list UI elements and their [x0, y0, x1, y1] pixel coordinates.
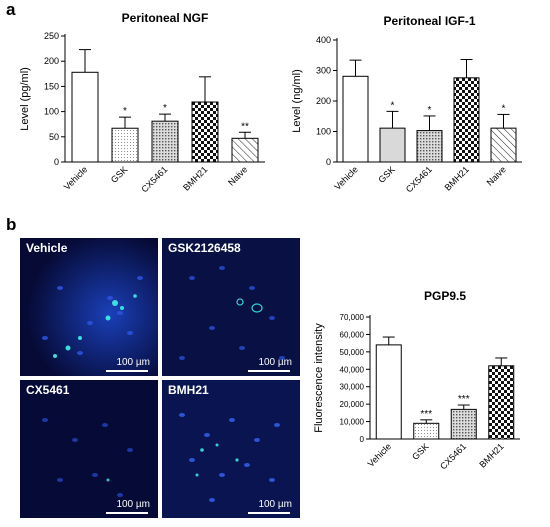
micrograph-cx5461: CX5461 100 µm [20, 380, 158, 518]
y-tick-label: 10,000 [340, 418, 365, 427]
x-tick-label: BMH21 [477, 441, 505, 469]
chart-title: PGP9.5 [424, 289, 466, 303]
y-tick-label: 150 [44, 81, 59, 91]
micrograph-vehicle: Vehicle 100 µm [20, 238, 158, 376]
significance-marker: * [502, 103, 506, 114]
y-tick-label: 250 [44, 31, 59, 41]
scale-bar-label: 100 µm [258, 499, 292, 510]
chart-pgp95: PGP9.5 Fluorescence intensity 0 10,000 20,00… [313, 289, 520, 471]
x-tick-label: CX5461 [438, 441, 468, 471]
y-tick-label: 200 [44, 56, 59, 66]
x-tick-label: CX5461 [404, 164, 434, 194]
micrograph-grid: Vehicle 100 µm GSK2126458 100 µm [20, 238, 300, 518]
bar [151, 120, 179, 163]
bar [490, 127, 517, 163]
bar [413, 422, 440, 440]
y-tick-label: 60,000 [340, 330, 365, 339]
micrograph-image [20, 238, 158, 376]
scale-bar [248, 512, 290, 514]
x-tick-label: BMH21 [181, 164, 209, 192]
bar [342, 75, 369, 163]
bar [379, 127, 406, 163]
x-tick-label: Vehicle [366, 441, 394, 469]
bar [450, 408, 477, 440]
micrograph-label: CX5461 [26, 383, 70, 397]
bar [231, 137, 259, 163]
x-tick-label: Vehicle [332, 164, 360, 192]
y-tick-label: 100 [44, 107, 59, 117]
y-axis-label: Fluorescence intensity [313, 323, 325, 433]
scale-bar-label: 100 µm [258, 357, 292, 368]
micrograph-image [162, 380, 300, 518]
y-axis-label: Level (pg/ml) [19, 67, 31, 131]
micrograph-bmh21: BMH21 100 µm [162, 380, 300, 518]
significance-marker: *** [458, 394, 470, 405]
bar [416, 130, 443, 163]
y-tick-label: 70,000 [340, 313, 365, 322]
y-tick-label: 100 [316, 127, 331, 137]
y-tick-label: 0 [54, 157, 59, 167]
micrograph-label: BMH21 [168, 383, 209, 397]
chart-peritoneal-ngf: Peritoneal NGF Level (pg/ml) 0 50 100 150 200 2… [19, 11, 265, 194]
significance-marker: * [163, 103, 167, 114]
bar [453, 77, 480, 163]
bar [375, 344, 402, 440]
significance-marker: * [123, 106, 127, 117]
micrograph-label: Vehicle [26, 241, 68, 255]
chart-peritoneal-igf1: Peritoneal IGF-1 Level (ng/ml) 0 100 200 300 4… [291, 14, 522, 194]
scale-bar-label: 100 µm [116, 357, 150, 368]
y-tick-label: 50,000 [340, 348, 365, 357]
bar [488, 365, 515, 440]
scale-bar-label: 100 µm [116, 499, 150, 510]
y-tick-label: 400 [316, 35, 331, 45]
significance-marker: ** [241, 121, 249, 132]
y-tick-label: 50 [49, 132, 59, 142]
x-tick-label: GSK [410, 441, 431, 462]
y-tick-label: 0 [326, 157, 331, 167]
scale-bar [106, 370, 148, 372]
y-tick-label: 30,000 [340, 383, 365, 392]
y-tick-label: 300 [316, 66, 331, 76]
y-tick-label: 0 [360, 435, 365, 444]
scale-bar [248, 370, 290, 372]
micrograph-gsk2126458: GSK2126458 100 µm [162, 238, 300, 376]
x-tick-label: Vehicle [62, 164, 90, 192]
x-tick-label: GSK [376, 164, 397, 185]
scale-bar [106, 512, 148, 514]
significance-marker: * [428, 105, 432, 116]
y-tick-label: 20,000 [340, 400, 365, 409]
y-axis-label: Level (ng/ml) [291, 69, 303, 133]
x-tick-label: GSK [109, 164, 130, 185]
chart-title: Peritoneal NGF [122, 11, 209, 25]
x-tick-label: Naive [226, 164, 249, 187]
bar [71, 71, 99, 163]
y-tick-label: 40,000 [340, 365, 365, 374]
micrograph-image [20, 380, 158, 518]
y-tick-label: 200 [316, 96, 331, 106]
significance-marker: * [391, 100, 395, 111]
x-tick-label: Naive [485, 164, 508, 187]
chart-title: Peritoneal IGF-1 [383, 14, 475, 28]
x-tick-label: BMH21 [443, 164, 471, 192]
bar [111, 127, 139, 163]
panel-letter-b: b [6, 215, 17, 234]
panel-letter-a: a [6, 0, 16, 19]
bar [191, 101, 219, 163]
micrograph-image [162, 238, 300, 376]
x-tick-label: CX5461 [139, 164, 169, 194]
micrograph-label: GSK2126458 [168, 241, 241, 255]
significance-marker: *** [420, 409, 432, 420]
